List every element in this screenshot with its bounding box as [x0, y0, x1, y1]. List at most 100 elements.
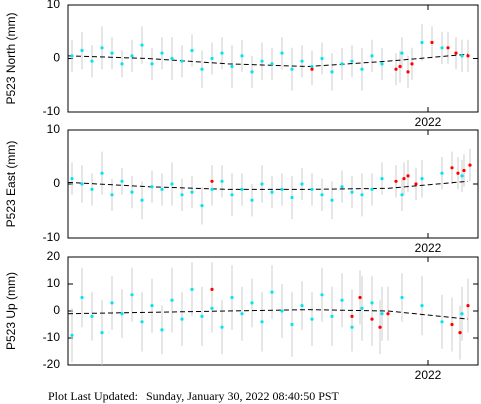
- data-point: [240, 54, 244, 58]
- trend-line: [67, 180, 469, 190]
- data-point: [150, 185, 154, 189]
- data-point: [456, 171, 460, 175]
- y-tick-label: -10: [43, 330, 61, 344]
- data-point: [200, 314, 204, 318]
- data-point: [450, 322, 454, 327]
- footer-timestamp: Sunday, January 30, 2022 08:40:50 PST: [146, 389, 340, 403]
- y-tick-label: 20: [47, 249, 61, 263]
- data-point: [290, 322, 294, 327]
- y-tick-label: 10: [47, 122, 61, 136]
- data-point: [260, 59, 264, 63]
- data-point: [340, 185, 344, 189]
- data-point: [394, 67, 398, 71]
- data-point: [460, 312, 464, 316]
- data-point: [180, 193, 184, 197]
- data-point: [130, 54, 134, 58]
- data-point: [170, 182, 174, 186]
- data-point: [70, 177, 74, 181]
- data-point: [380, 312, 384, 316]
- data-point: [260, 182, 264, 186]
- data-point: [440, 171, 444, 175]
- data-point: [406, 70, 410, 74]
- data-point: [160, 187, 164, 191]
- data-point: [370, 317, 374, 321]
- y-axis-label: P523 North (mm): [4, 12, 18, 104]
- data-point: [350, 314, 354, 318]
- data-point: [400, 51, 404, 55]
- data-point: [340, 62, 344, 66]
- data-point: [350, 190, 354, 194]
- trend-line: [67, 309, 469, 320]
- data-point: [458, 331, 462, 335]
- data-point: [410, 62, 414, 66]
- data-point: [270, 62, 274, 66]
- data-point: [320, 293, 324, 297]
- data-point: [250, 198, 254, 202]
- y-tick-label: -10: [43, 230, 61, 244]
- data-point: [370, 54, 374, 58]
- data-point: [370, 301, 374, 305]
- data-point: [230, 295, 234, 300]
- data-point: [240, 312, 244, 316]
- y-tick-label: 0: [53, 51, 60, 65]
- data-point: [420, 304, 424, 308]
- data-point: [350, 325, 354, 329]
- data-point: [170, 56, 174, 61]
- data-point: [386, 312, 390, 316]
- data-point: [402, 177, 406, 181]
- data-point: [140, 198, 144, 202]
- data-point: [466, 304, 470, 308]
- data-point: [200, 67, 204, 71]
- data-point: [110, 301, 114, 305]
- footer-label: Plot Last Updated:: [48, 389, 138, 403]
- data-point: [350, 59, 354, 63]
- data-point: [400, 193, 404, 197]
- data-point: [180, 317, 184, 321]
- data-point: [210, 287, 214, 291]
- data-point: [230, 64, 234, 69]
- data-point: [80, 182, 84, 186]
- data-point: [120, 62, 124, 66]
- data-point: [280, 309, 284, 313]
- data-point: [70, 54, 74, 58]
- data-point: [120, 312, 124, 316]
- data-point: [460, 174, 464, 178]
- y-tick-label: 10: [47, 276, 61, 290]
- data-point: [220, 51, 224, 55]
- data-point: [446, 46, 450, 50]
- data-point: [80, 48, 84, 53]
- data-point: [310, 187, 314, 191]
- data-point: [190, 287, 194, 291]
- data-point: [150, 62, 154, 66]
- y-tick-label: 0: [53, 303, 60, 317]
- data-point: [460, 54, 464, 58]
- data-point: [430, 40, 434, 45]
- data-point: [414, 182, 418, 186]
- data-point: [190, 190, 194, 194]
- data-point: [450, 166, 454, 170]
- data-point: [90, 59, 94, 63]
- data-point: [420, 40, 424, 45]
- data-point: [130, 190, 134, 194]
- data-point: [310, 67, 314, 71]
- data-point: [250, 70, 254, 74]
- data-point: [260, 320, 264, 324]
- data-point: [358, 295, 362, 300]
- y-tick-label: 0: [53, 176, 60, 190]
- data-point: [250, 301, 254, 305]
- data-point: [210, 187, 214, 191]
- data-point: [300, 59, 304, 63]
- data-point: [320, 56, 324, 61]
- data-point: [110, 193, 114, 197]
- data-point: [160, 51, 164, 55]
- data-point: [280, 187, 284, 191]
- y-tick-label: -20: [43, 357, 61, 371]
- plot-frame: [67, 256, 479, 366]
- data-point: [330, 314, 334, 318]
- data-point: [466, 54, 470, 58]
- data-point: [310, 64, 314, 69]
- data-point: [90, 187, 94, 191]
- data-point: [300, 182, 304, 186]
